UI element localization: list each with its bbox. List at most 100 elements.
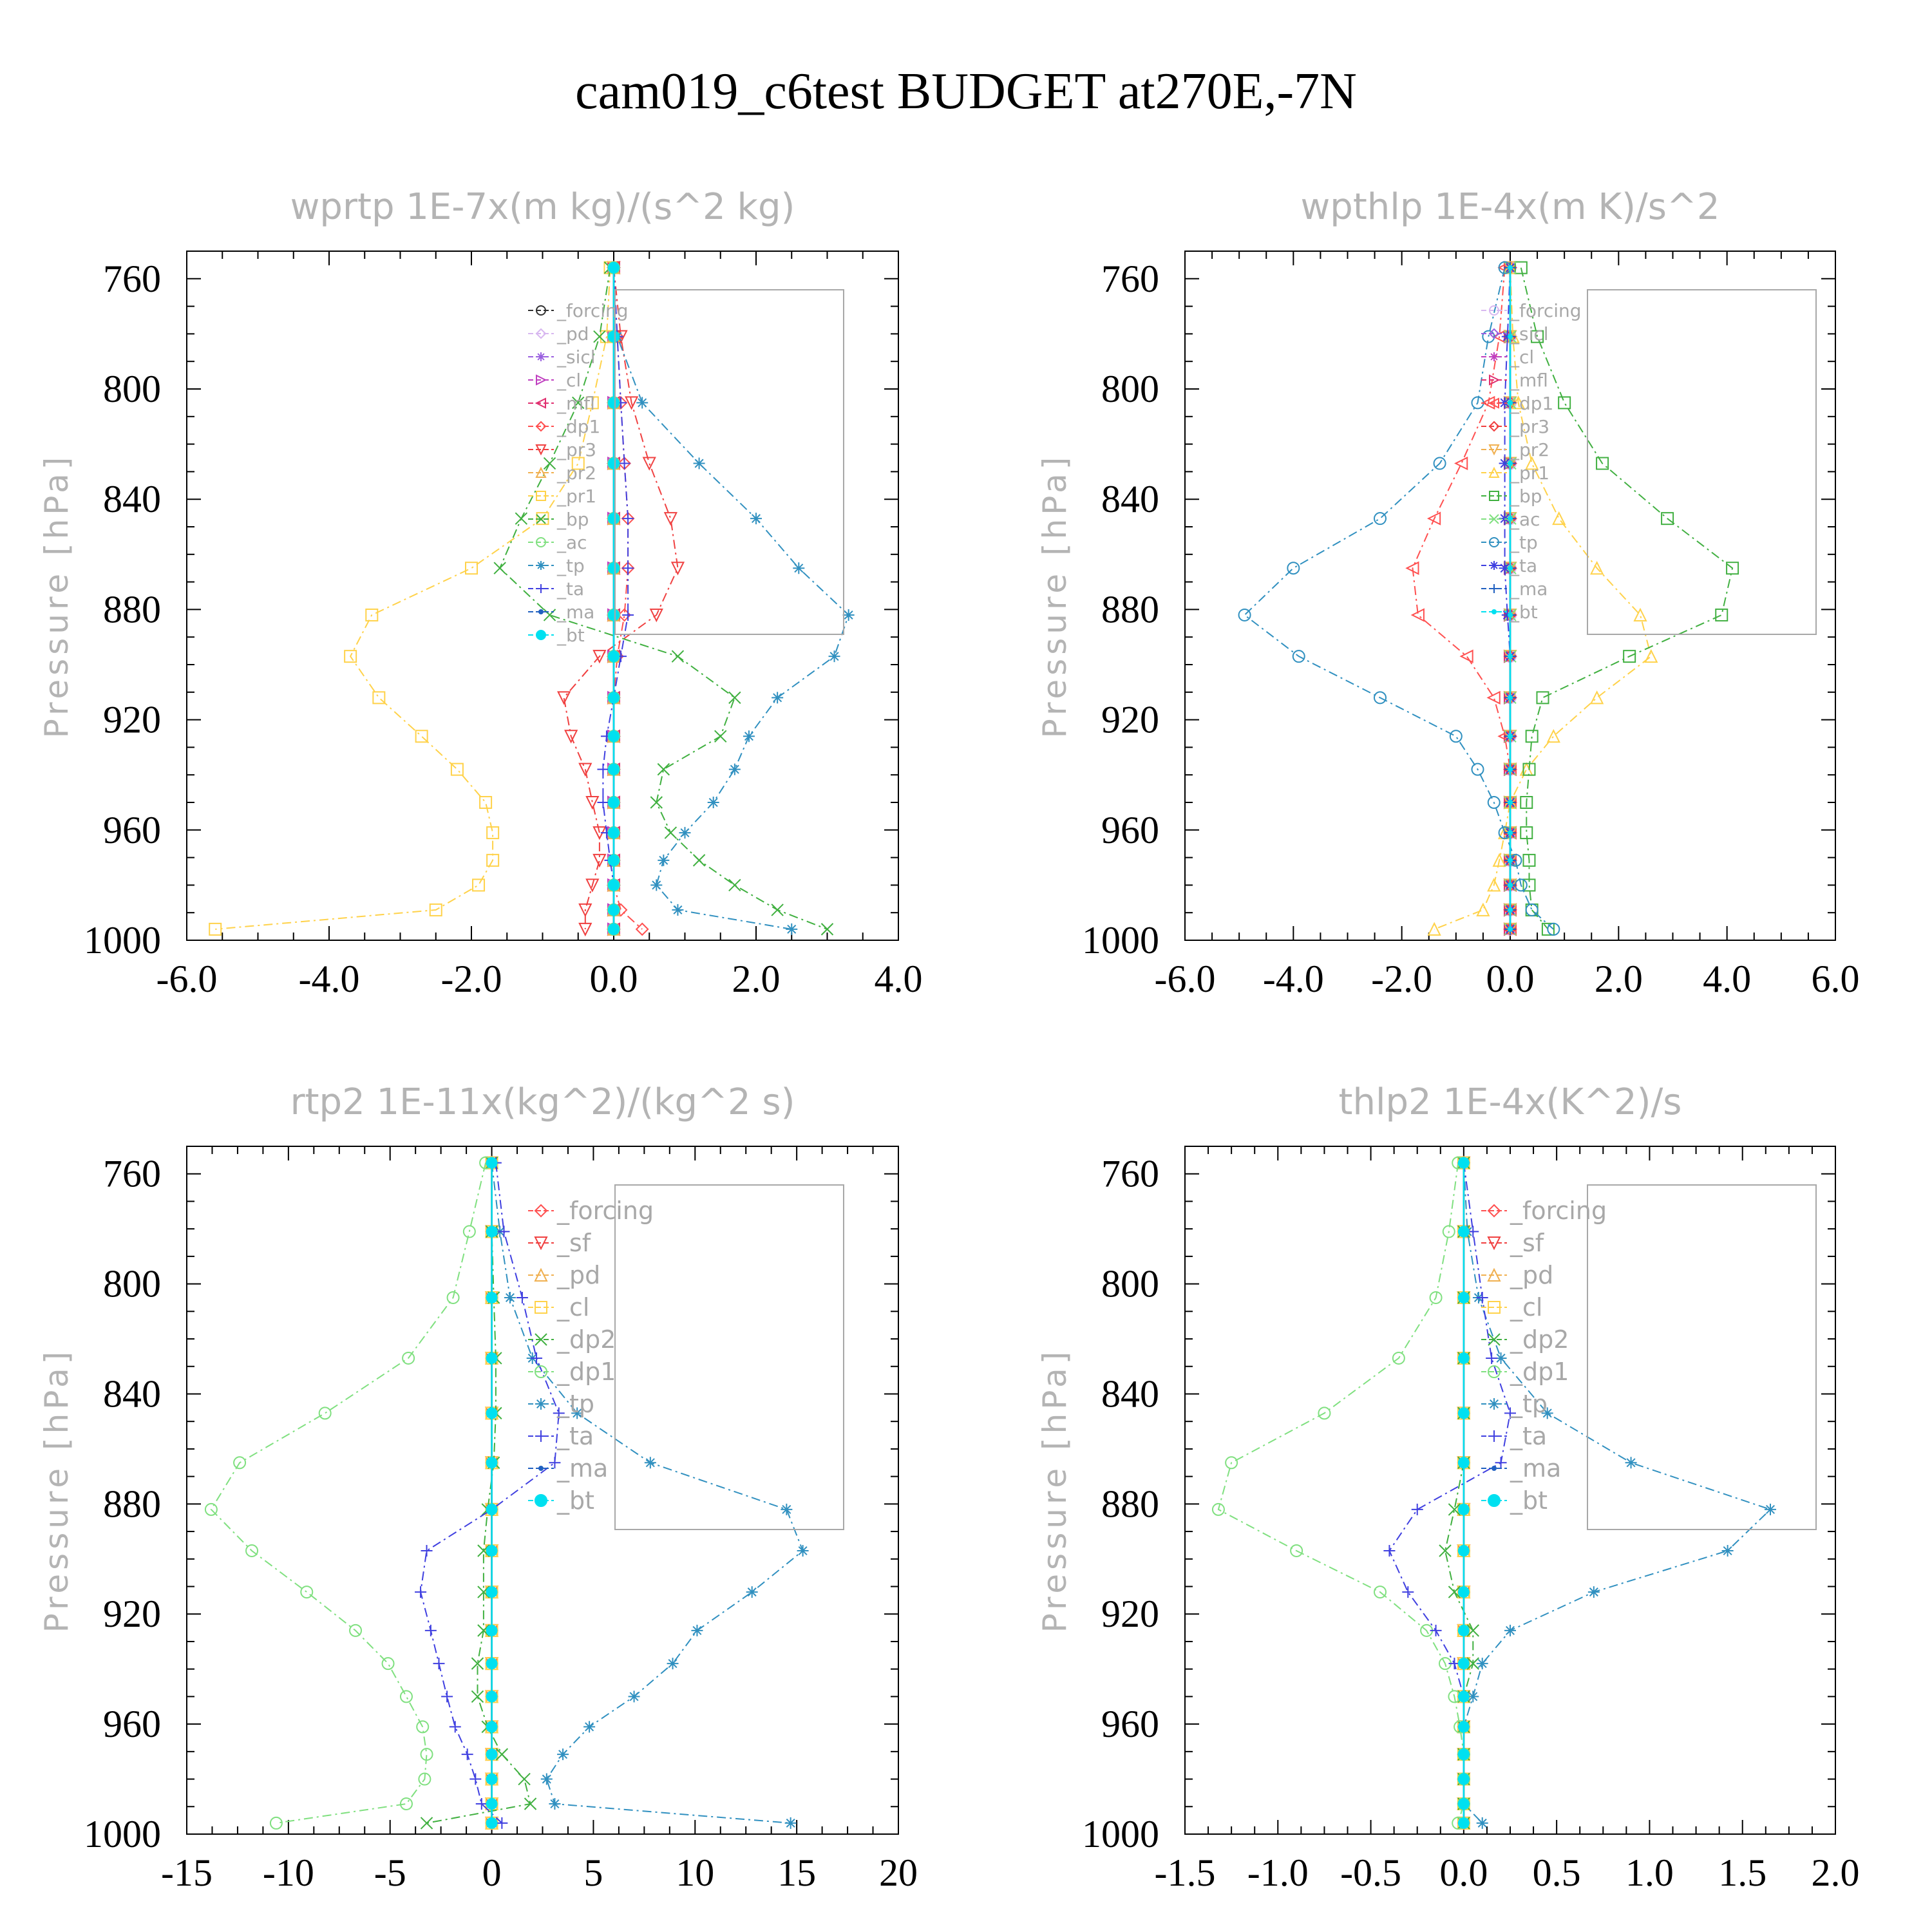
chart-panels: wprtp 1E-7x(m kg)/(s^2 kg) Pressure [hPa]…: [38, 186, 1860, 1894]
legend-label: _pd: [556, 1261, 600, 1289]
legend-label: _cl: [1510, 346, 1534, 368]
series-line: [499, 267, 828, 930]
data-point: [608, 904, 620, 916]
data-point: [1522, 853, 1536, 867]
data-point: [1726, 562, 1739, 575]
x-tick-label: 10: [676, 1852, 714, 1894]
legend-label: _sf: [1510, 1229, 1545, 1257]
legend-item: _forcing: [528, 300, 629, 321]
x-tick-label: -6.0: [1155, 958, 1216, 1000]
legend-box: [1587, 1184, 1817, 1530]
data-point: [1508, 400, 1513, 406]
y-tick-label: 880: [1101, 1482, 1159, 1525]
legend-label: _tp: [1510, 1390, 1548, 1418]
data-point: [1292, 650, 1305, 663]
data-point: [592, 853, 607, 868]
y-tick-label: 760: [1101, 258, 1159, 300]
legend-item: _ma: [1481, 1454, 1561, 1482]
data-point: [1457, 1658, 1470, 1670]
legend-marker: [535, 1494, 547, 1507]
legend-item: _pr2: [1481, 439, 1549, 460]
legend-item: _bt: [1481, 601, 1538, 623]
legend-label: _ma: [1510, 1454, 1561, 1482]
x-tick-label: -0.5: [1340, 1852, 1401, 1894]
data-point: [1457, 1544, 1470, 1557]
data-point: [583, 1721, 596, 1733]
data-point: [486, 1586, 498, 1598]
data-point: [1590, 690, 1604, 705]
data-point: [750, 513, 762, 525]
legend-marker: [1489, 305, 1499, 316]
series-line: [1520, 267, 1734, 930]
x-tick-label: -1.5: [1155, 1852, 1216, 1894]
data-point: [1508, 565, 1513, 571]
x-tick-label: 1.5: [1718, 1852, 1766, 1894]
legend-marker: [1492, 1466, 1497, 1471]
legend-label: _pr2: [1510, 439, 1549, 460]
series-tp: [1238, 261, 1560, 936]
y-tick-label: 760: [103, 1153, 161, 1195]
legend-label: _sicl: [556, 346, 596, 368]
legend-item: _pd: [1481, 1261, 1553, 1289]
y-tick-label: 800: [103, 368, 161, 410]
legend-label: _sf: [556, 1229, 592, 1257]
data-point: [204, 1502, 218, 1516]
data-point: [1558, 396, 1571, 410]
legend-label: _mfl: [1510, 370, 1548, 391]
data-point: [1238, 608, 1251, 621]
data-point: [1454, 456, 1468, 471]
legend-label: _pr1: [556, 486, 596, 507]
data-point: [1457, 1157, 1470, 1169]
data-point: [1476, 902, 1490, 916]
data-point: [1765, 1503, 1776, 1515]
data-point: [585, 796, 600, 810]
legend-marker: [535, 421, 547, 432]
legend-item: _bt: [528, 1486, 594, 1515]
data-point: [486, 853, 500, 867]
data-point: [1383, 1544, 1396, 1557]
data-point: [664, 826, 677, 839]
legend-marker: [536, 305, 546, 316]
data-point: [572, 396, 585, 410]
series-bp: [493, 261, 834, 936]
data-point: [1547, 922, 1560, 936]
legend-label: _mfl: [556, 393, 595, 414]
data-point: [1504, 1624, 1516, 1636]
legend-marker: [1488, 444, 1500, 456]
legend-marker: [1490, 352, 1499, 361]
data-point: [1508, 695, 1513, 701]
data-point: [1290, 1544, 1303, 1557]
data-point: [578, 762, 592, 777]
legend-label: _ta: [1510, 1422, 1547, 1450]
legend-marker: [535, 1430, 547, 1442]
legend-label: _cl: [556, 370, 581, 391]
y-tick-label: 880: [103, 1482, 161, 1525]
data-point: [597, 797, 609, 808]
data-point: [1715, 608, 1728, 621]
data-point: [441, 1690, 453, 1703]
legend-label: _forcing: [556, 1197, 654, 1225]
data-point: [1519, 762, 1533, 776]
data-point: [1448, 1503, 1461, 1516]
legend-item: _cl: [1481, 1293, 1542, 1321]
legend-item: _tp: [1481, 1390, 1548, 1418]
data-point: [728, 878, 741, 892]
data-point: [1374, 512, 1387, 526]
data-point: [1410, 608, 1425, 622]
y-tick-label: 960: [1101, 809, 1159, 851]
data-point: [650, 796, 663, 809]
data-point: [608, 854, 620, 866]
data-point: [657, 762, 670, 776]
legend-marker: [535, 466, 547, 478]
data-point: [1522, 762, 1536, 776]
data-point: [1457, 1690, 1470, 1703]
data-point: [693, 457, 705, 469]
legend-label: _bt: [1510, 1486, 1548, 1515]
legend-marker: [536, 537, 546, 547]
data-point: [518, 1772, 531, 1786]
legend-marker: [1489, 374, 1501, 386]
data-point: [1457, 1624, 1470, 1636]
data-point: [486, 1291, 498, 1303]
data-point: [416, 1720, 430, 1734]
